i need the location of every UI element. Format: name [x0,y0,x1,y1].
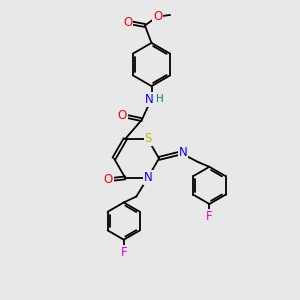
Text: H: H [156,94,164,104]
Text: O: O [118,109,127,122]
Text: O: O [123,16,132,29]
Text: N: N [178,146,188,159]
Text: N: N [144,171,153,184]
Text: F: F [120,246,127,259]
Text: O: O [153,10,162,23]
Text: O: O [103,173,113,186]
Text: F: F [206,210,213,223]
Text: S: S [145,132,152,145]
Text: N: N [145,93,154,106]
